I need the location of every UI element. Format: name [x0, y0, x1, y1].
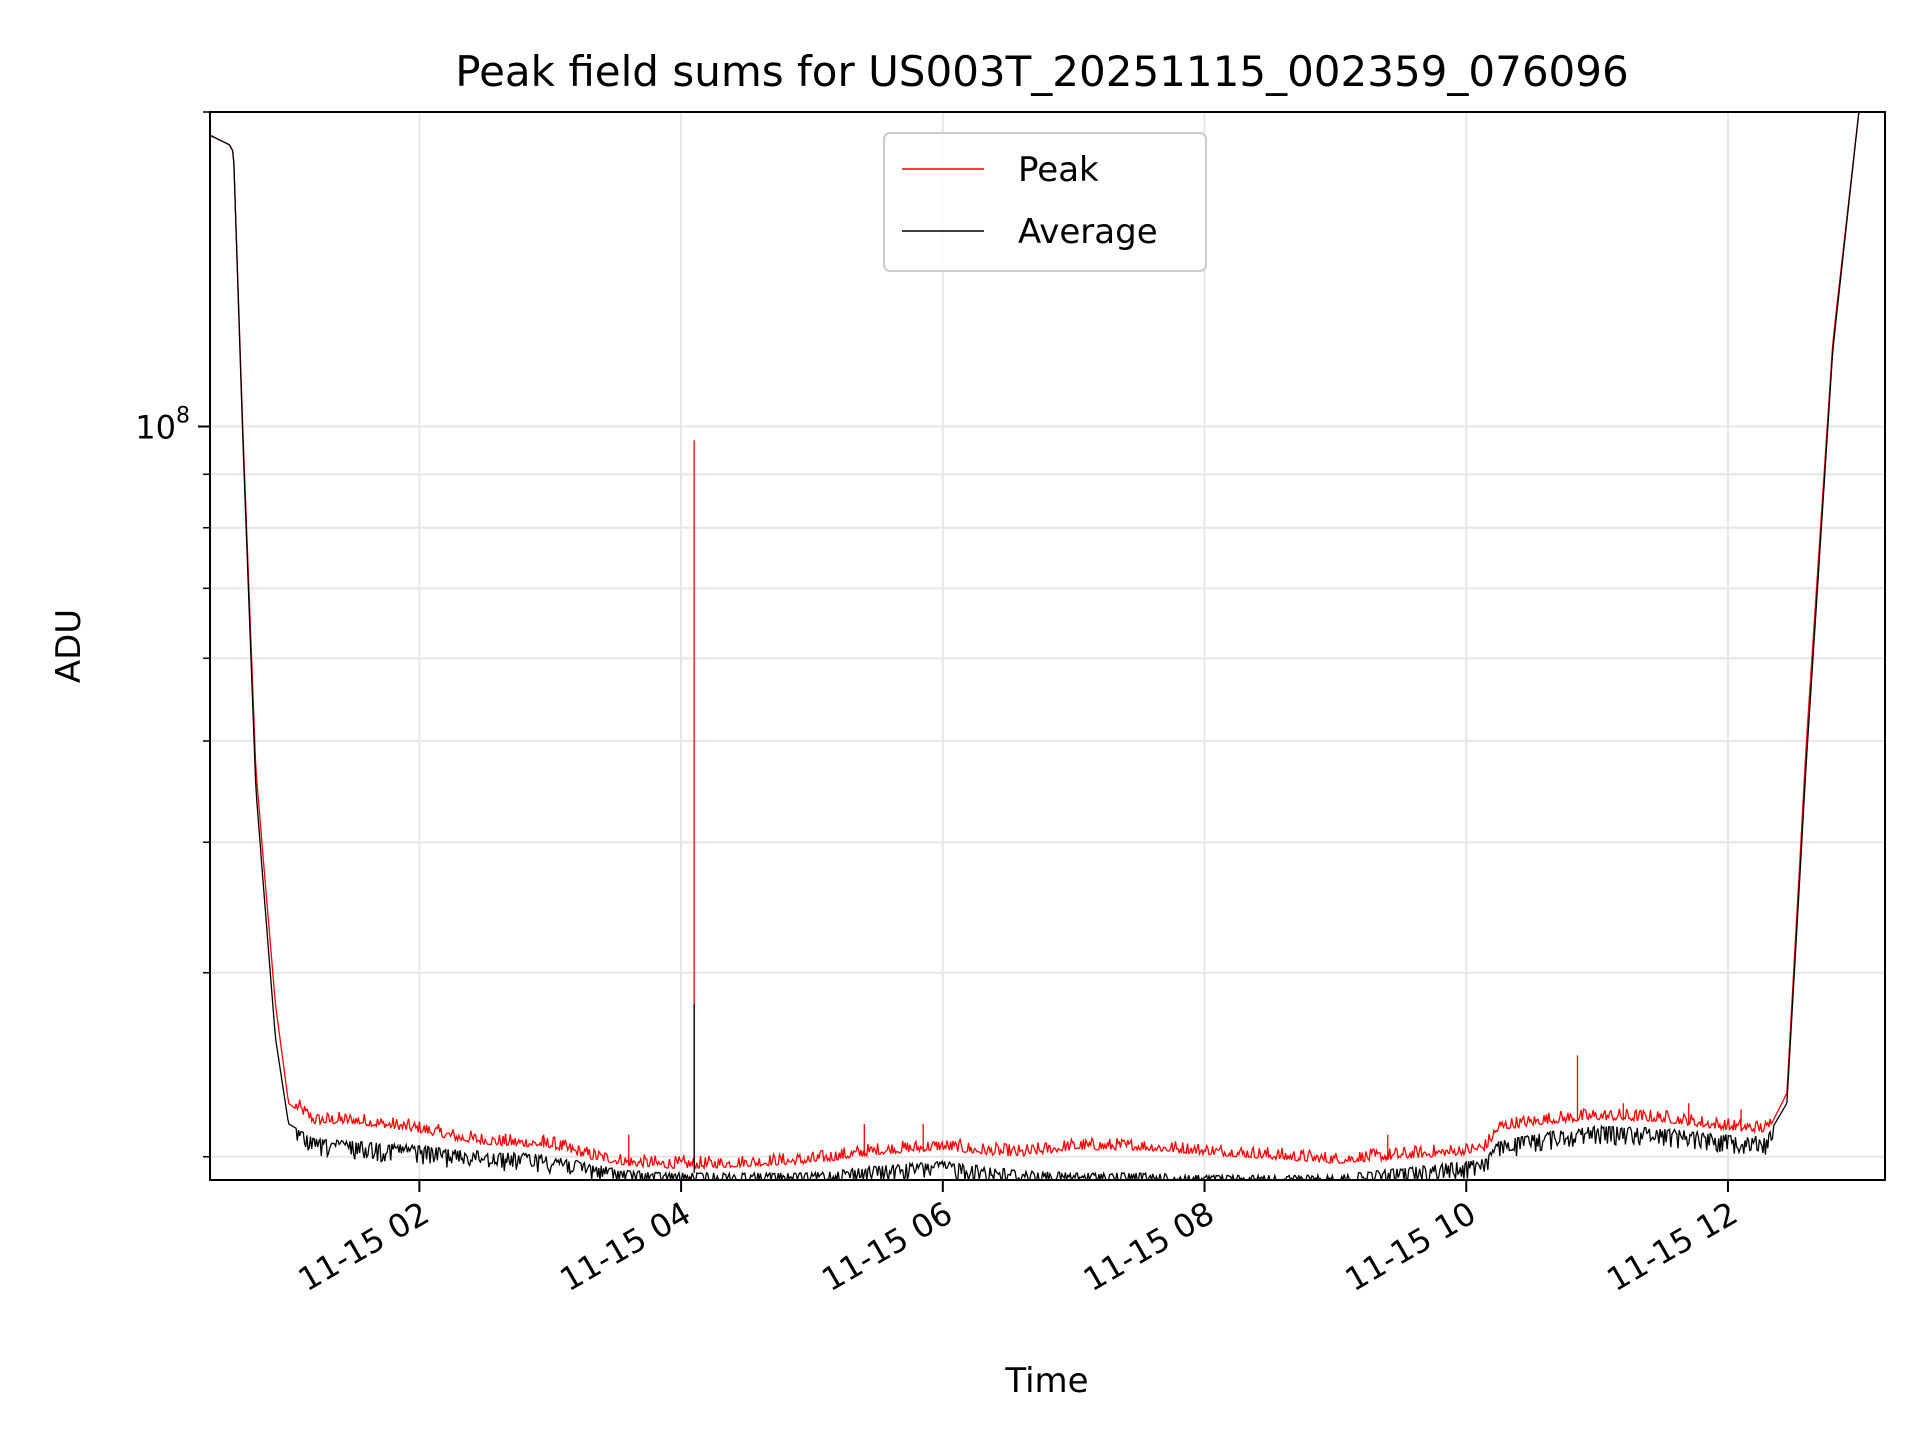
x-tick-label: 11-15 12	[1600, 1194, 1744, 1299]
x-tick-label: 11-15 08	[1077, 1194, 1221, 1299]
series-peak	[210, 112, 1885, 1171]
x-tick-label: 11-15 02	[292, 1194, 436, 1299]
y-axis: 108	[135, 111, 210, 1158]
x-axis-label: Time	[1004, 1361, 1088, 1401]
plot-area	[209, 111, 1886, 1181]
chart-title: Peak field sums for US003T_20251115_0023…	[455, 47, 1628, 96]
y-axis-label: ADU	[49, 609, 89, 683]
x-axis: 11-15 02 11-15 04 11-15 06 11-15 08 11-15 10…	[292, 1180, 1744, 1299]
series-line	[210, 112, 1885, 1180]
legend-label-average: Average	[1018, 212, 1158, 252]
grid	[210, 111, 1885, 1180]
series-line	[210, 112, 1885, 1171]
x-tick-label: 11-15 06	[815, 1194, 959, 1299]
series-layer	[210, 112, 1885, 1180]
series-average	[210, 112, 1885, 1180]
y-tick-label: 108	[135, 403, 190, 446]
y-tick-label-exponent: 8	[176, 403, 190, 428]
legend-label-peak: Peak	[1018, 150, 1099, 190]
x-tick-label: 11-15 04	[553, 1194, 697, 1299]
legend-box	[883, 132, 1207, 272]
y-tick-label-base: 10	[135, 408, 176, 446]
legend: Peak Average	[883, 132, 1207, 272]
x-tick-label: 11-15 10	[1339, 1194, 1483, 1299]
